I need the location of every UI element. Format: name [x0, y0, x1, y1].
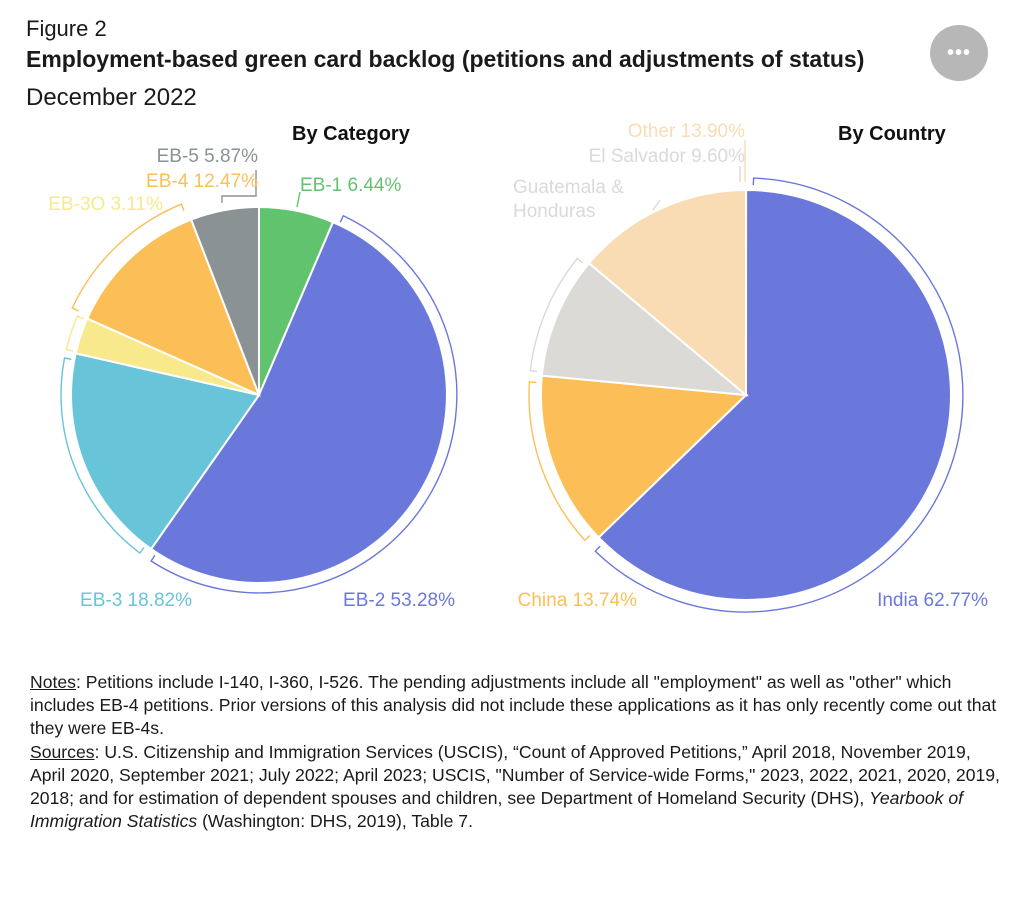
pie-1-label-eb-3o: EB-3O 3.11% [48, 194, 163, 215]
sources-text: : U.S. Citizenship and Immigration Servi… [30, 741, 1000, 809]
pie-2-label-china: China 13.74% [518, 590, 637, 611]
pie-1-leader-eb-1 [296, 191, 301, 208]
pie-1-bracket-eb-3 [60, 357, 145, 555]
chart-title: Employment-based green card backlog (pet… [26, 46, 865, 72]
pie-1-label-eb-5: EB-5 5.87% [157, 146, 258, 167]
sources-label: Sources [30, 741, 95, 762]
pie-1-bracket-eb-4 [71, 203, 185, 312]
figure-number: Figure 2 [26, 16, 107, 41]
notes-block: Notes: Petitions include I-140, I-360, I… [30, 671, 1005, 833]
pie-1-label-eb-2: EB-2 53.28% [343, 590, 455, 611]
notes-label: Notes [30, 672, 76, 692]
pie-2-label-other: Other 13.90% [628, 121, 745, 142]
pie-1-leader-eb-5 [221, 170, 257, 203]
pie-1-bracket-eb-3o [65, 315, 85, 352]
pie-2-slice-1 [540, 374, 749, 539]
sources-italic-title: Yearbook of Immigration Statistics [30, 788, 964, 832]
pie-2-label-guatemala-line: Guatemala & [513, 177, 624, 198]
pie-2-bracket-china [528, 381, 591, 542]
pie-2-label-guatemala-honduras: Guatemala & Honduras [513, 177, 624, 222]
pie-2-bracket-india [594, 177, 964, 613]
pie-1-slice-eb-4 [85, 218, 261, 397]
pie-1-label-eb-4: EB-4 12.47% [146, 171, 258, 192]
notes-text: : Petitions include I-140, I-360, I-526.… [30, 672, 997, 739]
pie-2-title: By Country [838, 123, 947, 145]
pie-2-slice-3 [540, 261, 750, 397]
pie-2-leader-guatemala [652, 199, 661, 211]
pie-2-slice-4 [587, 188, 748, 398]
notes-paragraph: Notes: Petitions include I-140, I-360, I… [30, 671, 1005, 741]
pie-1-bracket-eb-2 [150, 214, 458, 594]
pie-charts: By Category EB-1 6.44% EB-2 53.28% EB-3 18.… [48, 121, 988, 613]
pie-2-bracket-el-salvador [529, 257, 584, 373]
chart-subtitle: December 2022 [26, 84, 197, 111]
pie-2-label-india: India 62.77% [877, 590, 988, 611]
pie-1-slice-eb-3 [70, 352, 261, 551]
more-horizontal-icon: ••• [946, 41, 971, 64]
pie-2-slice-0 [597, 188, 952, 601]
pie-1-title: By Category [292, 123, 411, 145]
more-options-button[interactable]: ••• [930, 25, 988, 81]
pie-1-slice-eb-5 [189, 205, 260, 396]
pie-2-label-el-salvador: El Salvador 9.60% [589, 146, 745, 167]
sources-paragraph: Sources: U.S. Citizenship and Immigratio… [30, 741, 1005, 834]
pie-1-label-eb-1: EB-1 6.44% [300, 175, 401, 196]
pie-2-label-honduras-line: Honduras [513, 201, 595, 222]
pie-1-slice-eb-2 [149, 220, 448, 584]
pie-1-label-eb-3: EB-3 18.82% [80, 590, 192, 611]
sources-text-end: (Washington: DHS, 2019), Table 7. [197, 811, 473, 832]
